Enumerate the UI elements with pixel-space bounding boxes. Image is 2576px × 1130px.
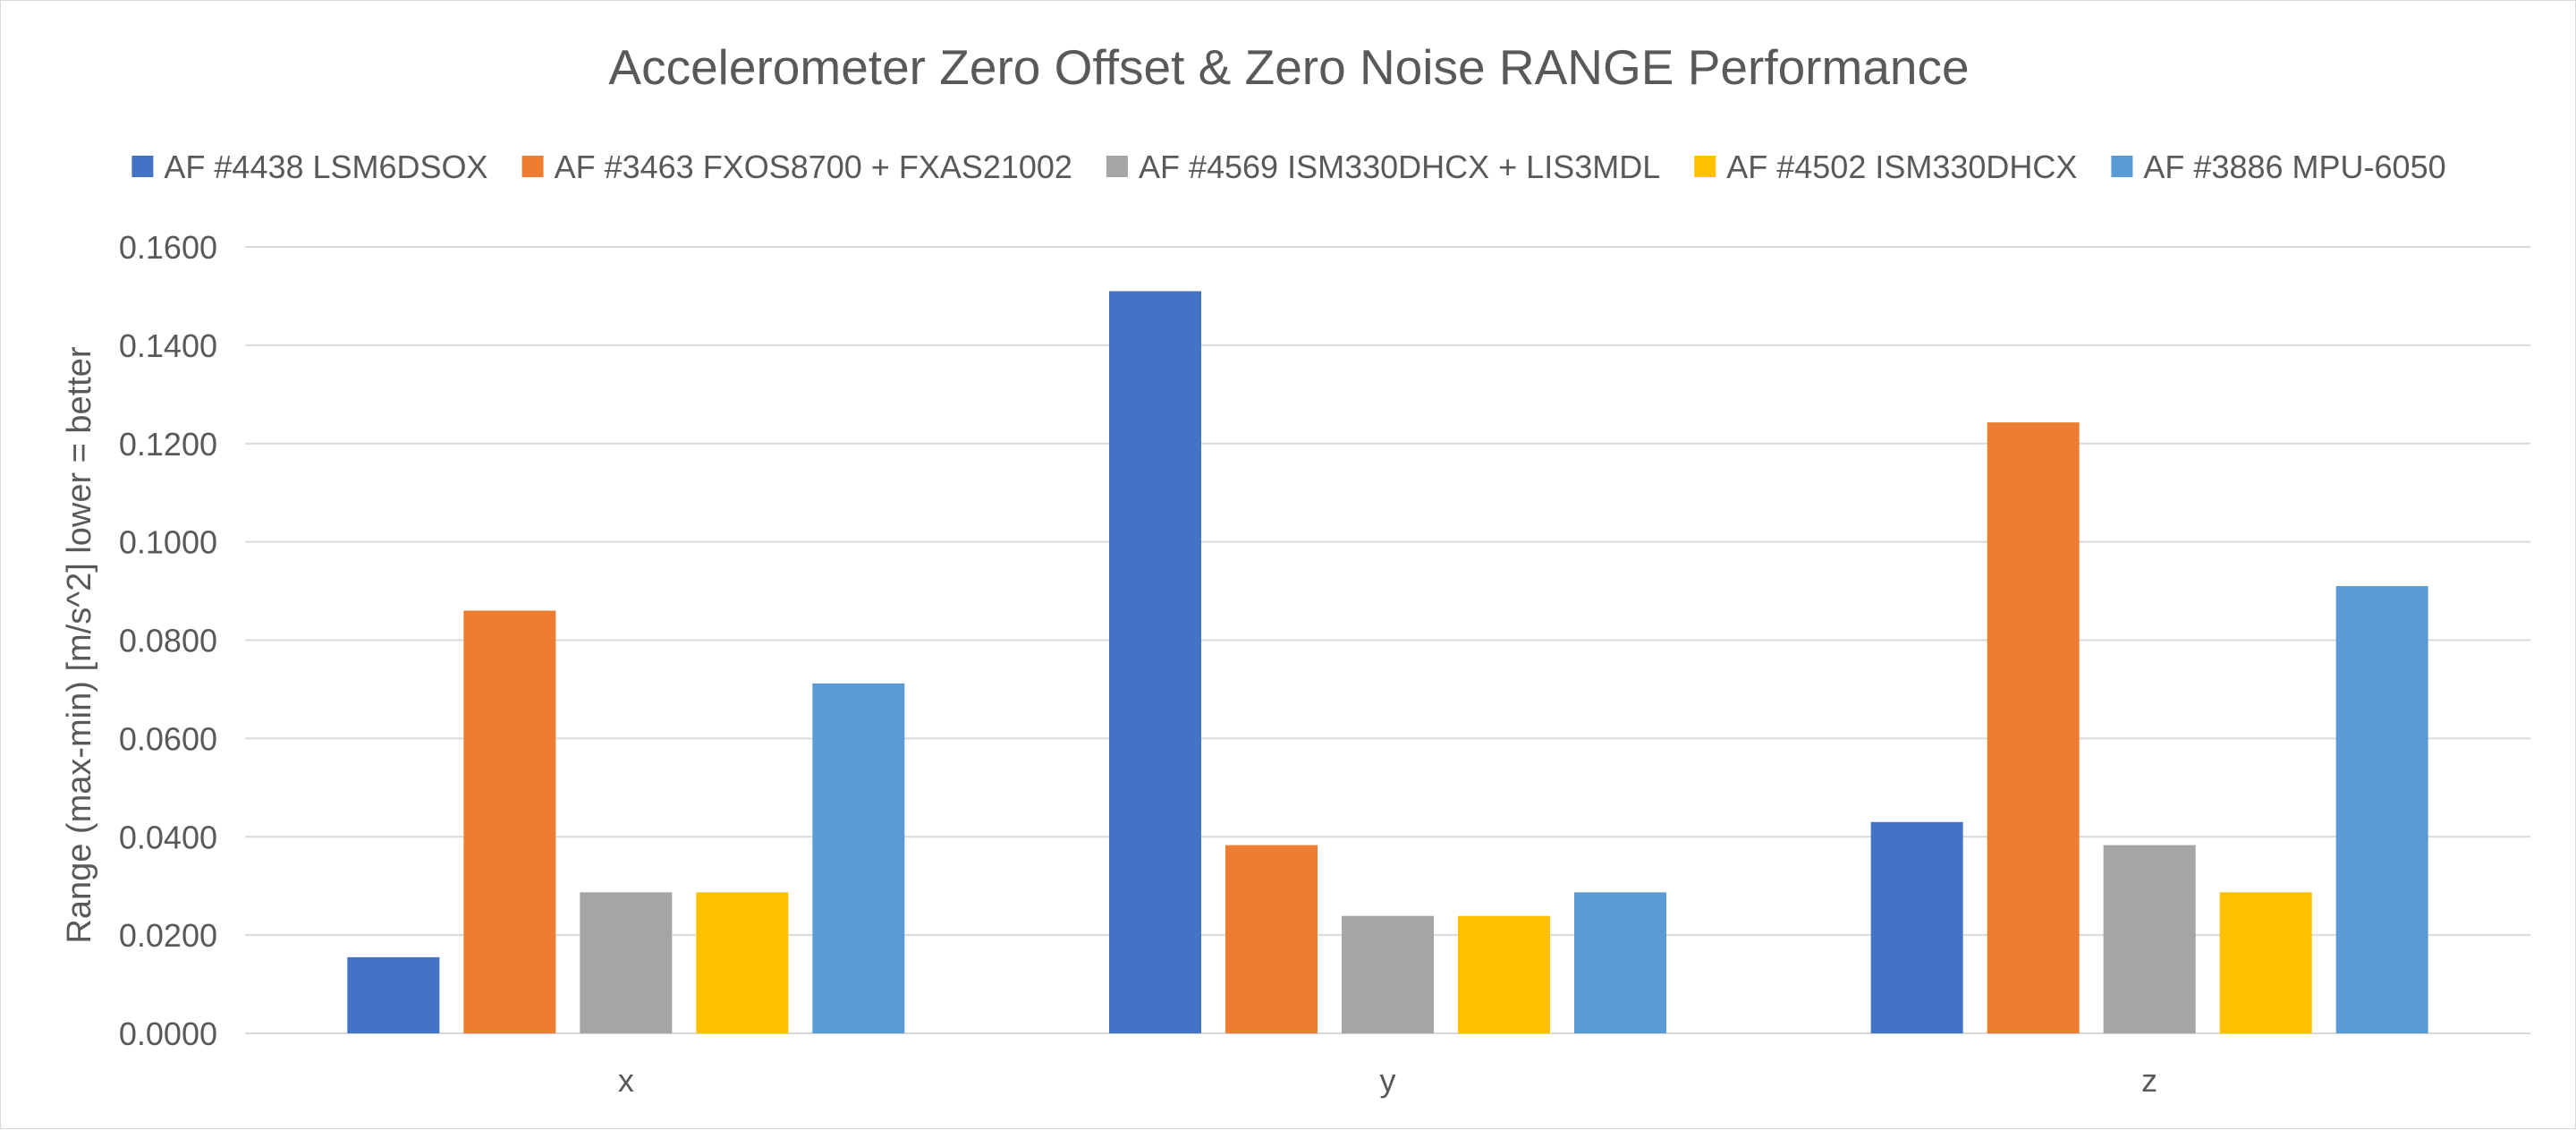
y-tick-label: 0.1600 <box>119 229 217 266</box>
bar-y-series-4 <box>1458 915 1550 1033</box>
bar-x-series-5 <box>812 683 905 1033</box>
y-tick-label: 0.0800 <box>119 623 217 659</box>
bar-y-series-2 <box>1225 845 1318 1033</box>
legend-item: AF #4502 ISM330DHCX <box>1694 149 2077 185</box>
y-tick-label: 0.1400 <box>119 327 217 364</box>
x-axis-ticks: x y z <box>618 1062 2157 1099</box>
bar-x-series-3 <box>580 892 673 1033</box>
legend: AF #4438 LSM6DSOX AF #3463 FXOS8700 + FXA… <box>131 149 2446 185</box>
y-tick-label: 0.0600 <box>119 720 217 757</box>
bars <box>347 291 2428 1034</box>
legend-item: AF #4569 ISM330DHCX + LIS3MDL <box>1106 149 1660 185</box>
legend-label: AF #3886 MPU-6050 <box>2143 149 2445 185</box>
y-tick-label: 0.1200 <box>119 426 217 463</box>
y-tick-label: 0.1000 <box>119 524 217 561</box>
chart-title: Accelerometer Zero Offset & Zero Noise R… <box>608 39 1969 95</box>
legend-item: AF #3886 MPU-6050 <box>2111 149 2446 185</box>
y-tick-label: 0.0200 <box>119 917 217 954</box>
legend-item: AF #3463 FXOS8700 + FXAS21002 <box>521 149 1072 185</box>
bar-x-series-4 <box>696 892 789 1033</box>
bar-x-series-1 <box>347 956 440 1033</box>
y-axis-label: Range (max-min) [m/s^2] lower = better <box>61 346 98 944</box>
bar-y-series-1 <box>1109 291 1201 1034</box>
bar-z-series-5 <box>2335 586 2428 1033</box>
y-tick-label: 0.0400 <box>119 819 217 855</box>
legend-swatch <box>1694 156 1716 177</box>
legend-swatch <box>1106 156 1128 177</box>
legend-label: AF #4502 ISM330DHCX <box>1726 149 2077 185</box>
y-axis-ticks: 0.0000 0.0200 0.0400 0.0600 0.0800 0.1000 0.12… <box>119 229 217 1052</box>
x-tick-label: x <box>618 1062 634 1099</box>
legend-swatch <box>521 156 544 177</box>
legend-label: AF #4438 LSM6DSOX <box>164 149 487 185</box>
legend-item: AF #4438 LSM6DSOX <box>131 149 488 185</box>
bar-z-series-2 <box>1987 422 2080 1034</box>
legend-label: AF #3463 FXOS8700 + FXAS21002 <box>555 149 1072 185</box>
x-tick-label: z <box>2141 1062 2157 1099</box>
legend-label: AF #4569 ISM330DHCX + LIS3MDL <box>1139 149 1660 185</box>
bar-z-series-1 <box>1870 821 1963 1033</box>
bar-y-series-5 <box>1574 892 1666 1033</box>
legend-swatch <box>2111 156 2133 177</box>
bar-z-series-4 <box>2219 892 2312 1033</box>
x-tick-label: y <box>1380 1062 1396 1099</box>
bar-z-series-3 <box>2103 845 2196 1033</box>
y-tick-label: 0.0000 <box>119 1015 217 1052</box>
bar-y-series-3 <box>1342 915 1434 1033</box>
bar-x-series-2 <box>463 610 556 1033</box>
legend-swatch <box>131 156 154 177</box>
